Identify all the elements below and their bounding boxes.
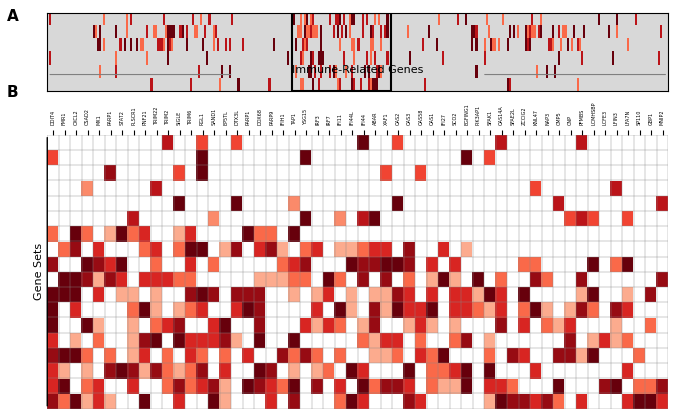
Text: Immune-Related Genes: Immune-Related Genes (292, 65, 423, 75)
Bar (292, 13, 391, 91)
Y-axis label: Gene Sets: Gene Sets (34, 243, 45, 300)
Text: B: B (7, 85, 18, 100)
Text: A: A (7, 9, 19, 24)
